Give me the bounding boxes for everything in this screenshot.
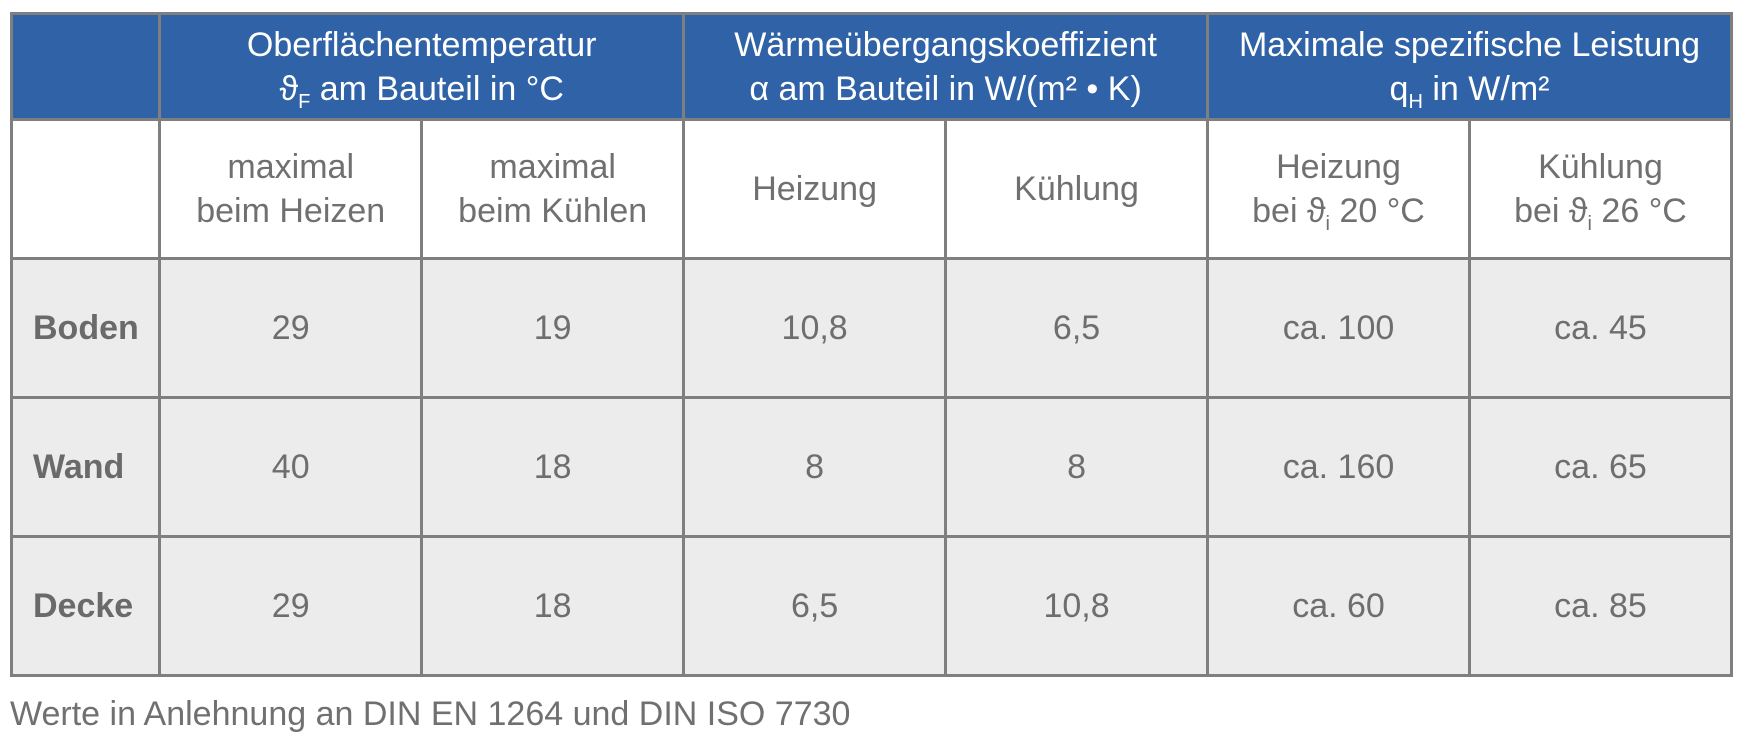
table-cell: 8 [682,396,948,538]
q-symbol: q [1389,69,1409,108]
table-row-wand: Wand 40 18 8 8 ca. 160 ca. 65 [9,396,1734,538]
table-cell: 19 [420,257,686,399]
subscript: F [298,90,311,113]
subheader-corner-cell [9,118,162,260]
table-cell: 29 [158,257,424,399]
table-cell: 6,5 [682,535,948,677]
row-label: Boden [9,257,162,399]
table-cell: ca. 100 [1206,257,1471,399]
group-header-line: Oberflächentemperatur [246,25,597,64]
table-row-decke: Decke 29 18 6,5 10,8 ca. 60 ca. 85 [9,535,1734,677]
subheader-heating-at-20: Heizung bei ϑi 20 °C [1206,118,1471,260]
table-cell: 10,8 [682,257,948,399]
subheader-max-cooling: maximal beim Kühlen [420,118,686,260]
subheader-cooling: Kühlung [944,118,1210,260]
table-cell: 18 [420,396,686,538]
subheader-max-heating: maximal beim Heizen [158,118,424,260]
table-row-boden: Boden 29 19 10,8 6,5 ca. 100 ca. 45 [9,257,1734,399]
table-cell: ca. 60 [1206,535,1471,677]
table-cell: 8 [944,396,1210,538]
group-header-unit: in W/m² [1422,69,1550,108]
table-cell: 18 [420,535,686,677]
group-header-row: Oberflächentemperatur ϑF am Bauteil in °… [9,12,1733,121]
table-cell: ca. 65 [1467,396,1734,538]
table-cell: 40 [158,396,424,538]
table-cell: 6,5 [944,257,1210,399]
group-header-unit: am Bauteil in °C [310,69,564,108]
header-corner-cell [9,12,162,121]
subheader-cooling-at-26: Kühlung bei ϑi 26 °C [1467,118,1734,260]
theta-symbol: ϑ [279,69,299,108]
group-header-heat-transfer-coefficient: Wärmeübergangskoeffizient α am Bauteil i… [682,12,1210,121]
table-cell: 29 [158,535,424,677]
table-cell: ca. 85 [1467,535,1734,677]
subheader-heating: Heizung [682,118,948,260]
heating-cooling-table: Oberflächentemperatur ϑF am Bauteil in °… [9,12,1734,677]
table-cell: 10,8 [944,535,1210,677]
group-header-line: Wärmeübergangskoeffizient [734,25,1157,64]
row-label: Wand [9,396,162,538]
sub-header-row: maximal beim Heizen maximal beim Kühlen … [9,118,1734,260]
group-header-surface-temperature: Oberflächentemperatur ϑF am Bauteil in °… [158,12,686,121]
footnote: Werte in Anlehnung an DIN EN 1264 und DI… [10,695,851,733]
group-header-line: Maximale spezifische Leistung [1238,25,1701,64]
subscript: i [1587,213,1592,235]
row-label: Decke [9,535,162,677]
table-cell: ca. 45 [1467,257,1734,399]
subscript: i [1325,213,1330,235]
table-cell: ca. 160 [1206,396,1471,538]
group-header-max-specific-power: Maximale spezifische Leistung qH in W/m² [1206,12,1733,121]
subscript: H [1408,90,1423,113]
group-header-unit: α am Bauteil in W/(m² • K) [749,69,1142,108]
